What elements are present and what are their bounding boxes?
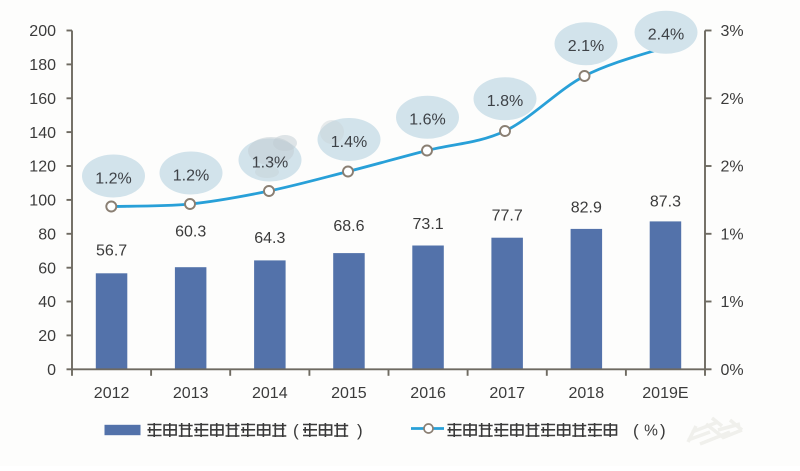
svg-text:2.1%: 2.1%	[568, 38, 604, 55]
svg-text:140: 140	[29, 125, 56, 142]
svg-text:2017: 2017	[489, 385, 525, 402]
svg-text:2019E: 2019E	[642, 385, 688, 402]
svg-text:(: (	[293, 421, 299, 440]
svg-text:1.6%: 1.6%	[409, 112, 445, 129]
svg-text:77.7: 77.7	[492, 207, 523, 224]
svg-text:120: 120	[29, 159, 56, 176]
svg-text:(: (	[633, 421, 639, 440]
svg-text:73.1: 73.1	[413, 216, 444, 233]
svg-text:56.7: 56.7	[96, 243, 127, 260]
svg-text:64.3: 64.3	[254, 230, 285, 247]
svg-text:0%: 0%	[721, 362, 744, 379]
svg-text:87.3: 87.3	[650, 194, 681, 211]
svg-text:): )	[660, 421, 666, 440]
svg-text:200: 200	[29, 23, 56, 40]
svg-text:160: 160	[29, 91, 56, 108]
svg-text:0: 0	[47, 362, 56, 379]
svg-text:2%: 2%	[721, 91, 744, 108]
svg-text:2%: 2%	[721, 159, 744, 176]
svg-text:40: 40	[38, 294, 56, 311]
svg-text:1.3%: 1.3%	[252, 154, 288, 171]
svg-text:2.4%: 2.4%	[648, 27, 684, 44]
svg-text:2012: 2012	[94, 385, 130, 402]
svg-text:1.2%: 1.2%	[95, 170, 131, 187]
svg-text:68.6: 68.6	[333, 218, 364, 235]
svg-text:180: 180	[29, 57, 56, 74]
svg-text:2014: 2014	[252, 385, 288, 402]
svg-text:%: %	[644, 423, 658, 440]
svg-text:20: 20	[38, 328, 56, 345]
svg-text:3%: 3%	[721, 23, 744, 40]
svg-text:1.8%: 1.8%	[487, 93, 523, 110]
svg-text:1.2%: 1.2%	[173, 167, 209, 184]
svg-text:): )	[357, 421, 363, 440]
svg-text:82.9: 82.9	[571, 199, 602, 216]
svg-text:60: 60	[38, 260, 56, 277]
svg-text:2013: 2013	[173, 385, 209, 402]
svg-text:2016: 2016	[410, 385, 446, 402]
svg-text:1%: 1%	[721, 294, 744, 311]
svg-text:1%: 1%	[721, 227, 744, 244]
svg-text:60.3: 60.3	[175, 224, 206, 241]
svg-text:1.4%: 1.4%	[331, 134, 367, 151]
svg-text:2015: 2015	[331, 385, 367, 402]
svg-text:80: 80	[38, 227, 56, 244]
svg-text:100: 100	[29, 193, 56, 210]
svg-text:2018: 2018	[569, 385, 605, 402]
